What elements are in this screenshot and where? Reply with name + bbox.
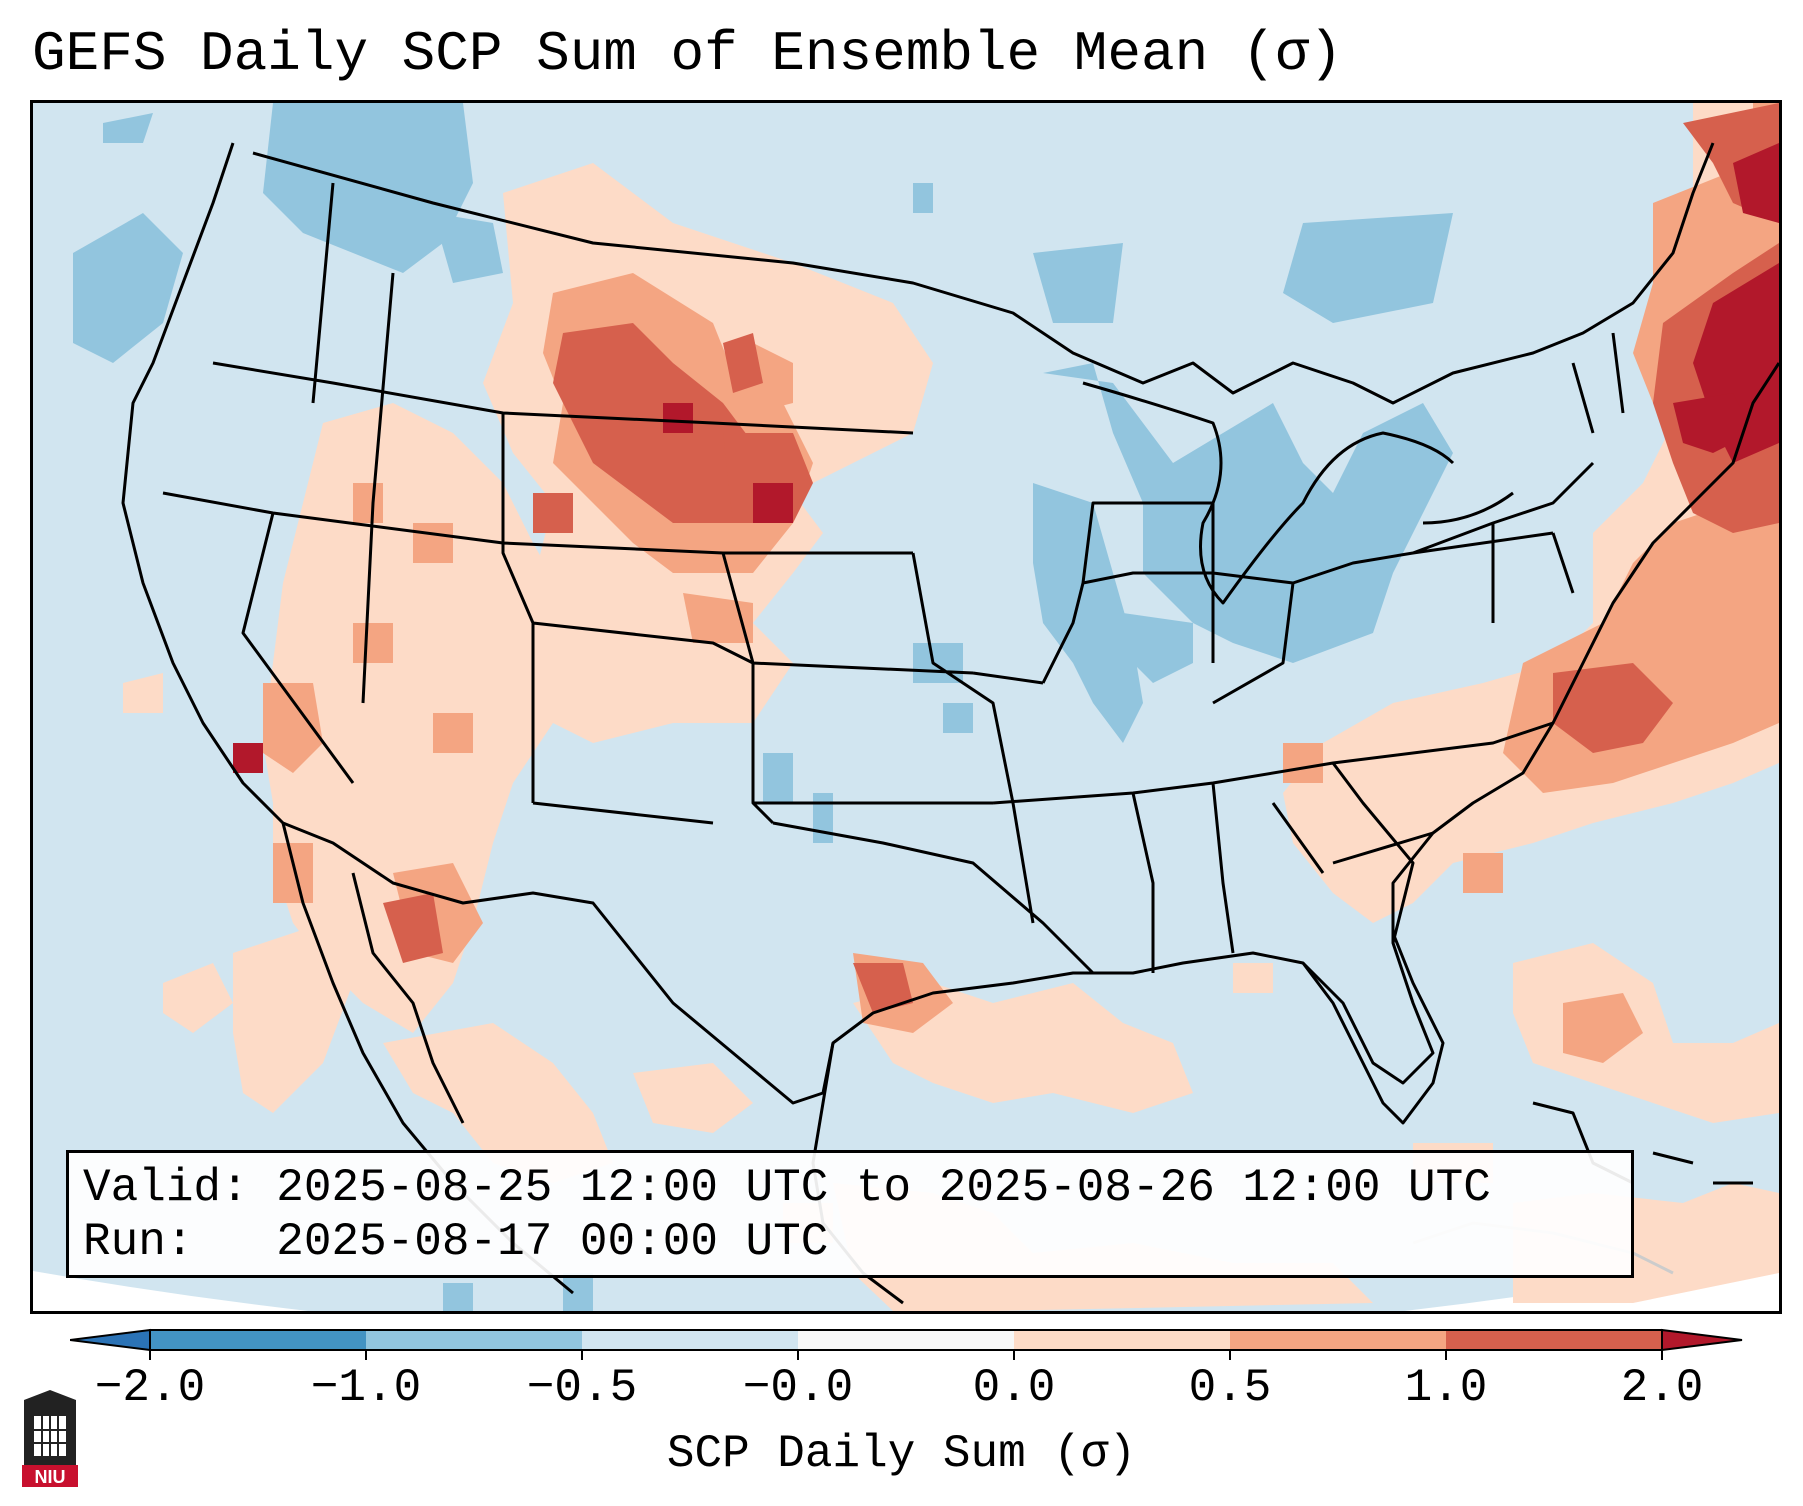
- colorbar-tick-label: −0.5: [526, 1362, 638, 1414]
- map-frame[interactable]: [30, 100, 1782, 1314]
- valid-label: Valid:: [83, 1162, 249, 1214]
- colorbar-segment: [582, 1330, 798, 1350]
- colorbar-ticks: [149, 1350, 1663, 1360]
- map-title: GEFS Daily SCP Sum of Ensemble Mean (σ): [32, 22, 1343, 86]
- map-canvas[interactable]: [33, 103, 1779, 1311]
- colorbar-segment: [1446, 1330, 1662, 1350]
- colorbar-tick-label: 2.0: [1620, 1362, 1704, 1414]
- colorbar-max-extension: [1661, 1328, 1743, 1352]
- colorbar-segment: [1230, 1330, 1446, 1350]
- niu-logo: NIU: [22, 1390, 78, 1487]
- colorbar-tick-label: 0.0: [972, 1362, 1056, 1414]
- colorbar-tick-label: −2.0: [94, 1362, 206, 1414]
- colorbar-label: SCP Daily Sum (σ): [666, 1428, 1137, 1480]
- colorbar-min-extension: [70, 1328, 151, 1352]
- colorbar-outline: [149, 1329, 1663, 1351]
- canada-border: [252, 142, 1715, 405]
- great-lakes: [1082, 381, 1514, 605]
- negative-anomaly-areas: [73, 103, 1453, 1311]
- valid-value: 2025-08-25 12:00 UTC to 2025-08-26 12:00…: [276, 1162, 1491, 1214]
- positive-anomaly-extreme: [233, 143, 1779, 773]
- run-value: 2025-08-17 00:00 UTC: [276, 1216, 829, 1268]
- colorbar-tick-label: 1.0: [1404, 1362, 1488, 1414]
- colorbar-tick-label: −0.0: [742, 1362, 854, 1414]
- colorbar-segment: [798, 1330, 1014, 1350]
- validity-info-box: Valid: 2025-08-25 12:00 UTC to 2025-08-2…: [66, 1150, 1634, 1278]
- colorbar-tick-label: 0.5: [1188, 1362, 1272, 1414]
- run-label: Run:: [83, 1216, 194, 1268]
- projection-edge: [33, 1253, 1779, 1311]
- colorbar-tick-label: −1.0: [310, 1362, 422, 1414]
- colorbar-segment: [366, 1330, 582, 1350]
- us-coastline: [121, 142, 1779, 1105]
- colorbar-segment: [150, 1330, 366, 1350]
- florida: [1301, 932, 1445, 1125]
- colorbar: [70, 1328, 1743, 1360]
- logo-text: NIU: [35, 1467, 66, 1487]
- colorbar-segment: [1014, 1330, 1230, 1350]
